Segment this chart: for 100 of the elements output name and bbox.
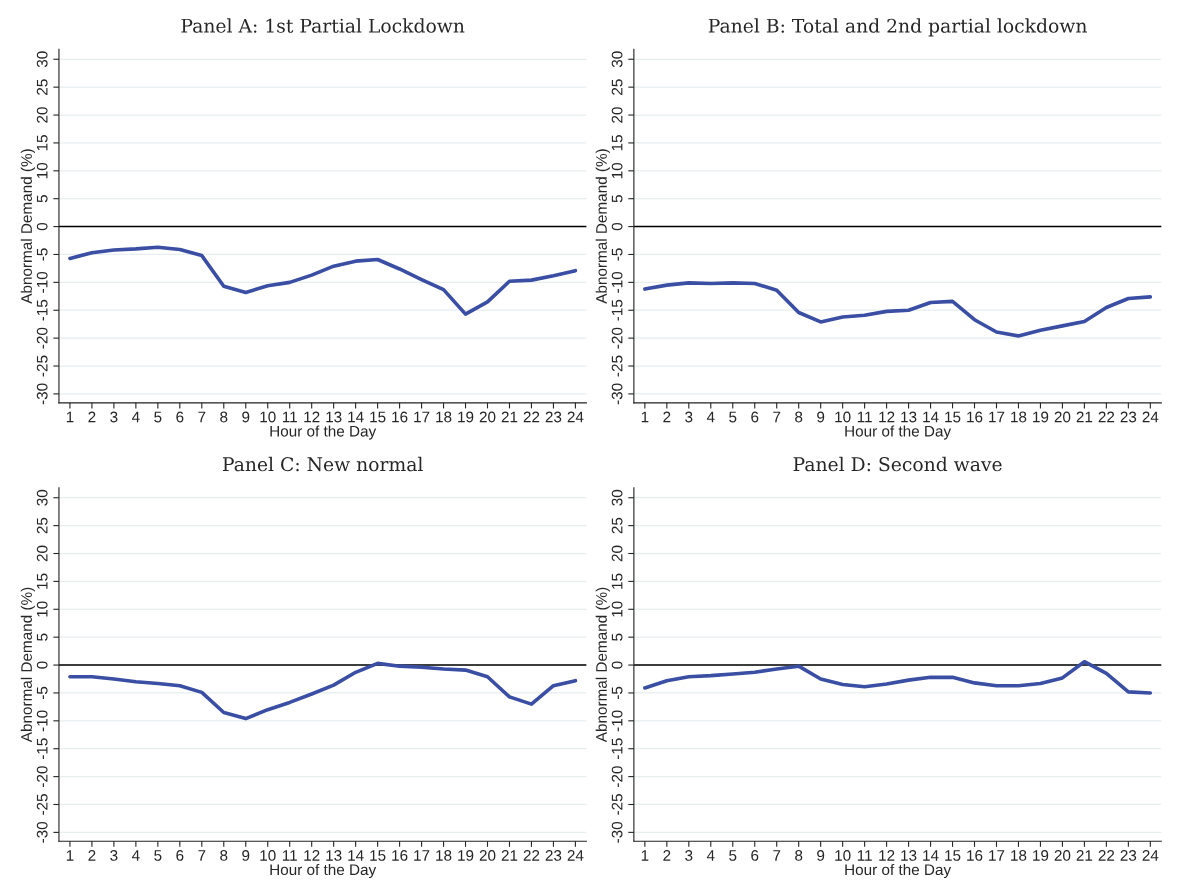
x-tick-label: 15: [945, 411, 961, 423]
x-tick-label: 17: [414, 411, 430, 423]
x-tick-label: 20: [1054, 411, 1071, 423]
y-tick-label: -30: [36, 383, 48, 405]
x-tick-label: 16: [392, 850, 408, 861]
y-tick-label: -15: [36, 738, 48, 760]
y-tick-label: 25: [36, 79, 48, 95]
y-tick-label: 0: [36, 222, 48, 231]
x-tick-label: 10: [260, 850, 276, 861]
x-tick-label: 6: [751, 411, 759, 423]
x-tick-label: 3: [110, 850, 118, 861]
x-tick-label: 18: [1011, 850, 1027, 861]
x-tick-label: 11: [857, 411, 872, 423]
x-tick-label: 7: [198, 411, 206, 423]
chart-title: Panel A: 1st Partial Lockdown: [181, 18, 465, 33]
y-tick-label: 0: [611, 222, 623, 231]
x-tick-label: 6: [751, 850, 759, 861]
y-tick-label: -15: [36, 299, 48, 321]
y-tick-label: -10: [36, 271, 48, 293]
y-tick-label: -20: [611, 766, 623, 787]
x-tick-label: 1: [66, 411, 74, 423]
chart-title: Panel C: New normal: [222, 456, 423, 472]
x-tick-label: 2: [88, 850, 96, 861]
x-tick-label: 4: [131, 411, 140, 423]
x-tick-label: 24: [1142, 411, 1159, 423]
x-axis-title: Hour of the Day: [270, 425, 377, 440]
x-tick-label: 19: [1033, 411, 1049, 423]
x-tick-label: 22: [523, 411, 540, 423]
y-tick-label: -20: [611, 327, 623, 349]
x-tick-label: 20: [1054, 850, 1071, 861]
x-axis-title: Hour of the Day: [845, 863, 952, 879]
x-tick-label: 13: [326, 411, 342, 423]
line-series: [643, 659, 1153, 695]
x-tick-label: 5: [154, 411, 162, 423]
y-tick-label: 5: [36, 195, 48, 203]
x-tick-label: 23: [545, 411, 562, 423]
x-tick-label: 15: [370, 411, 386, 423]
x-axis-title: Hour of the Day: [845, 425, 952, 440]
x-tick-label: 22: [1098, 411, 1115, 423]
x-tick-label: 7: [198, 850, 206, 861]
x-tick-label: 17: [414, 850, 430, 861]
x-tick-label: 15: [945, 850, 961, 861]
x-tick-label: 19: [458, 411, 474, 423]
y-axis-title: Abnormal Demand (%): [20, 587, 35, 743]
x-tick-label: 10: [835, 850, 851, 861]
x-tick-label: 6: [176, 850, 184, 861]
x-tick-label: 13: [326, 850, 342, 861]
y-tick-label: 20: [611, 545, 623, 562]
y-tick-label: 25: [611, 79, 623, 95]
y-tick-label: 0: [611, 661, 623, 669]
y-tick-label: 15: [611, 135, 623, 151]
x-tick-label: 4: [131, 850, 140, 861]
x-tick-label: 24: [1142, 850, 1159, 861]
x-tick-label: 14: [348, 411, 364, 423]
y-tick-label: -30: [611, 821, 623, 843]
x-tick-label: 14: [923, 411, 939, 423]
x-tick-label: 9: [817, 850, 825, 861]
chart-title: Panel B: Total and 2nd partial lockdown: [708, 18, 1087, 37]
x-tick-label: 13: [901, 411, 917, 423]
x-tick-label: 1: [66, 850, 74, 861]
x-tick-label: 19: [458, 850, 474, 861]
x-tick-label: 15: [370, 850, 386, 861]
y-tick-label: -25: [611, 794, 623, 815]
x-tick-label: 5: [729, 411, 737, 423]
y-tick-label: 30: [36, 51, 48, 68]
y-tick-label: 0: [36, 661, 48, 669]
x-tick-label: 23: [1120, 850, 1137, 861]
x-tick-label: 5: [154, 850, 162, 861]
y-tick-label: -30: [36, 821, 48, 843]
y-axis-title: Abnormal Demand (%): [20, 149, 35, 304]
x-tick-label: 10: [260, 411, 276, 423]
y-tick-label: 20: [36, 107, 48, 123]
x-tick-label: 13: [901, 850, 917, 861]
x-tick-label: 17: [989, 850, 1005, 861]
y-tick-label: -20: [36, 327, 48, 349]
y-tick-label: 10: [611, 162, 623, 179]
x-tick-label: 18: [436, 850, 452, 861]
y-tick-label: -5: [36, 248, 48, 261]
x-tick-label: 14: [923, 850, 939, 861]
x-tick-label: 14: [348, 850, 364, 861]
x-tick-label: 8: [795, 411, 803, 423]
x-tick-label: 22: [1098, 850, 1115, 861]
x-tick-label: 18: [1011, 411, 1027, 423]
x-tick-label: 20: [479, 411, 496, 423]
y-axis-title: Abnormal Demand (%): [595, 587, 610, 743]
x-tick-label: 12: [879, 850, 895, 861]
x-tick-label: 21: [501, 850, 518, 861]
y-tick-label: -15: [611, 299, 623, 321]
x-tick-label: 2: [663, 850, 671, 861]
y-tick-label: -5: [36, 686, 48, 700]
x-tick-label: 17: [989, 411, 1005, 423]
x-tick-label: 16: [392, 411, 408, 423]
x-tick-label: 18: [436, 411, 452, 423]
line-series: [68, 661, 578, 721]
y-tick-label: 10: [611, 601, 623, 617]
x-tick-label: 22: [523, 850, 540, 861]
y-tick-label: -25: [611, 355, 623, 377]
y-axis-title: Abnormal Demand (%): [595, 149, 610, 304]
x-tick-label: 6: [176, 411, 184, 423]
line-series: [643, 281, 1153, 338]
